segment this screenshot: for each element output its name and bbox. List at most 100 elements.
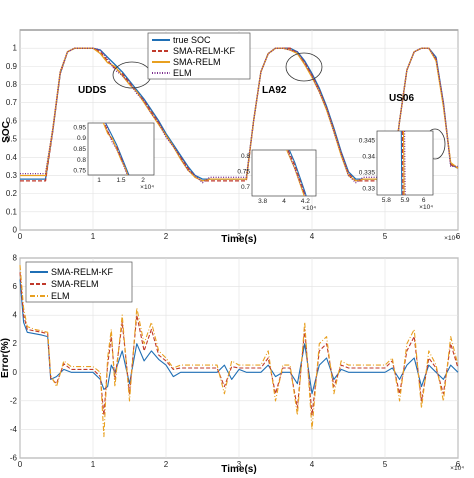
series-line-sma-relm-kf <box>20 47 459 182</box>
zoom-ellipse-la92 <box>285 52 323 82</box>
y-tick-label: 0.1 <box>6 207 18 216</box>
error-legend: SMA-RELM-KF SMA-RELM ELM <box>25 261 133 303</box>
inset-3: 0.33 0.335 0.34 0.345 5.8 5.9 6×10⁴ <box>359 130 434 211</box>
y-tick-label: 6 <box>13 282 18 291</box>
inset-y-tick-label: 0.85 <box>73 146 86 153</box>
inset-x-tick-label: 2 <box>141 177 145 184</box>
inset-line-sma-relm-kf <box>401 131 404 195</box>
y-tick-label: 0.7 <box>6 98 18 107</box>
soc-x-ticks: 0 1 2 3 4 5 6 <box>18 232 461 241</box>
inset-1: 0.75 0.8 0.85 0.9 0.95 1 1.5 2×10⁴ <box>73 122 155 191</box>
legend-item-sma-relm-kf-error: SMA-RELM-KF <box>51 267 114 277</box>
inset-frame <box>87 122 155 176</box>
series-line-elm <box>19 265 459 438</box>
legend-item-true-soc: true SOC <box>173 35 211 45</box>
y-tick-label: 0.3 <box>6 171 18 180</box>
legend-item-elm-error: ELM <box>51 291 70 301</box>
inset-y-tick-label: 0.8 <box>77 157 86 164</box>
x-tick-label: 0 <box>18 460 23 469</box>
inset-x-tick-label: 3.8 <box>258 198 267 205</box>
y-tick-label: 1 <box>13 44 18 53</box>
inset-y-tick-label: 0.8 <box>241 153 250 160</box>
inset-line-true-soc <box>400 131 403 195</box>
series-line-sma-relm <box>19 272 459 416</box>
annotation-us06: US06 <box>389 93 414 104</box>
x-tick-label: 1 <box>91 460 96 469</box>
inset-frame <box>251 149 317 197</box>
legend-item-sma-relm-error: SMA-RELM <box>51 279 99 289</box>
inset-y-tick-label: 0.75 <box>73 168 86 175</box>
y-tick-label: 8 <box>13 254 18 263</box>
inset-x-tick-label: 4 <box>282 198 286 205</box>
inset-y-tick-label: 0.34 <box>362 154 375 161</box>
inset-x-multiplier: ×10⁴ <box>140 184 154 191</box>
soc-chart: 0 0.1 0.2 0.3 0.4 0.5 0.6 0.7 0.8 0.9 1 0 1 2 3 4 5 6 SO… <box>1 29 461 245</box>
inset-line-sma-relm <box>402 131 405 195</box>
inset-x-tick-label: 1 <box>97 177 101 184</box>
series-line-elm <box>20 47 458 184</box>
y-tick-label: 2 <box>13 339 18 348</box>
y-tick-label: 0.8 <box>6 80 18 89</box>
inset-line-elm <box>404 131 406 195</box>
inset-x-tick-label: 5.9 <box>400 197 409 204</box>
x-tick-label: 5 <box>383 232 388 241</box>
legend-item-sma-relm-kf: SMA-RELM-KF <box>173 46 236 56</box>
x-tick-label: 2 <box>164 232 169 241</box>
inset-x-multiplier: ×10⁴ <box>419 204 433 211</box>
inset-frame <box>376 130 434 196</box>
error-series <box>19 265 459 438</box>
y-tick-label: 0 <box>13 368 18 377</box>
annotation-la92: LA92 <box>262 85 287 96</box>
legend-item-sma-relm: SMA-RELM <box>173 57 221 67</box>
error-chart: -6 -4 -2 0 2 4 6 8 0 1 2 3 4 5 6 Error(%) Time(s) ×10… <box>0 254 464 476</box>
x-tick-label: 6 <box>456 232 461 241</box>
x-tick-label: 2 <box>164 460 169 469</box>
soc-insets: 0.750.80.850.90.951 1.5 2×10⁴ 0.70.750.83.8… <box>73 122 434 212</box>
inset-2: 0.7 0.75 0.8 3.8 4 4.2×10⁴ <box>237 149 317 212</box>
inset-x-tick-label: 6 <box>422 197 426 204</box>
y-tick-label: -6 <box>10 454 18 463</box>
soc-y-axis-label: SOC <box>1 121 12 143</box>
inset-y-tick-label: 0.75 <box>237 168 250 175</box>
soc-x-multiplier: ×10⁴ <box>444 235 458 242</box>
y-tick-label: 0.2 <box>6 189 18 198</box>
error-x-ticks: 0 1 2 3 4 5 6 <box>18 460 461 469</box>
y-tick-label: 0.6 <box>6 116 18 125</box>
y-tick-label: -2 <box>10 396 18 405</box>
error-x-axis-label: Time(s) <box>221 464 256 475</box>
x-tick-label: 1 <box>91 232 96 241</box>
soc-y-ticks: 0 0.1 0.2 0.3 0.4 0.5 0.6 0.7 0.8 0.9 1 <box>6 44 18 235</box>
legend-item-elm: ELM <box>173 68 192 78</box>
x-tick-label: 4 <box>310 232 315 241</box>
error-x-multiplier: ×10⁴ <box>450 465 464 472</box>
inset-y-tick-label: 0.33 <box>362 186 375 193</box>
inset-y-tick-label: 0.9 <box>77 135 86 142</box>
inset-y-tick-label: 0.7 <box>241 184 250 191</box>
y-tick-label: 0 <box>13 226 18 235</box>
inset-y-tick-label: 0.95 <box>73 124 86 131</box>
soc-x-axis-label: Time(s) <box>221 234 256 245</box>
x-tick-label: 3 <box>237 460 242 469</box>
inset-x-tick-label: 1.5 <box>116 177 125 184</box>
y-tick-label: 0.9 <box>6 62 18 71</box>
inset-y-tick-label: 0.335 <box>359 170 376 177</box>
x-tick-label: 4 <box>310 460 315 469</box>
annotation-udds: UDDS <box>78 85 107 96</box>
x-tick-label: 0 <box>18 232 23 241</box>
error-y-axis-label: Error(%) <box>0 338 11 378</box>
soc-legend: true SOC SMA-RELM-KF SMA-RELM ELM <box>147 32 251 80</box>
series-line-sma-relm-kf <box>19 279 459 395</box>
inset-series <box>400 131 406 195</box>
x-tick-label: 6 <box>456 460 461 469</box>
x-tick-label: 3 <box>237 232 242 241</box>
inset-x-tick-label: 5.8 <box>382 197 391 204</box>
inset-x-multiplier: ×10⁴ <box>302 205 316 212</box>
y-tick-label: 0.4 <box>6 153 18 162</box>
inset-x-tick-label: 4.2 <box>301 198 310 205</box>
y-tick-label: 4 <box>13 311 18 320</box>
error-y-ticks: -6 -4 -2 0 2 4 6 8 <box>10 254 18 463</box>
inset-y-tick-label: 0.345 <box>359 138 376 145</box>
y-tick-label: -4 <box>10 425 18 434</box>
y-tick-label: 0.5 <box>6 135 18 144</box>
